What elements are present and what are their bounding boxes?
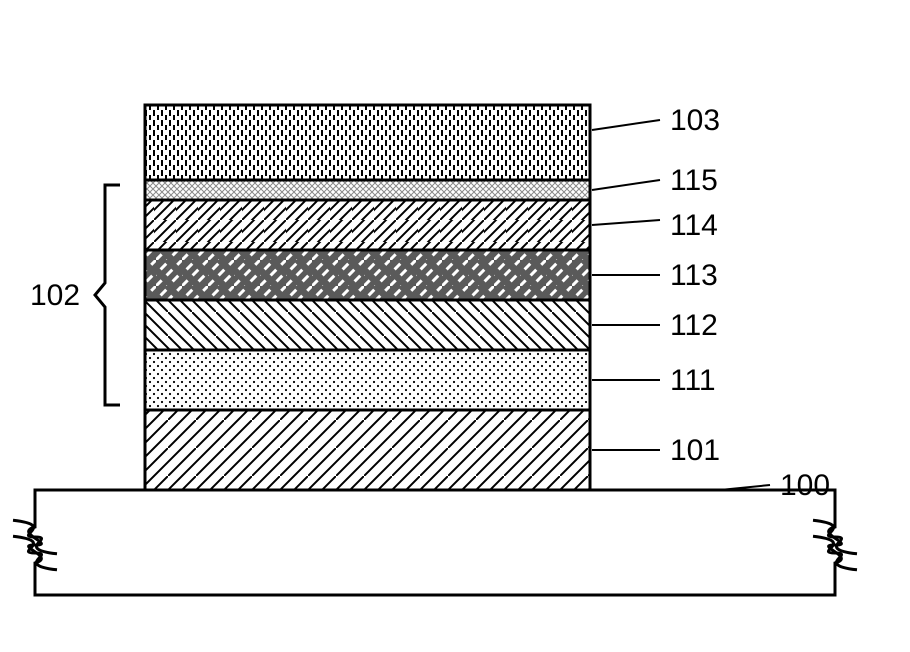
bracket-102	[95, 185, 120, 405]
layer-100-substrate	[29, 490, 842, 595]
layer-l111	[145, 350, 590, 410]
leader-l114	[592, 220, 660, 225]
layer-l115	[145, 180, 590, 200]
label-l103: 103	[670, 104, 720, 137]
label-substrate: 100	[780, 469, 830, 502]
leader-l115	[592, 180, 660, 190]
label-l112: 112	[670, 309, 718, 342]
label-l113: 113	[670, 259, 718, 292]
label-l114: 114	[670, 209, 718, 242]
layer-l112	[145, 300, 590, 350]
label-l115: 115	[670, 164, 718, 197]
label-l101: 101	[670, 434, 720, 467]
label-l111: 111	[670, 364, 716, 397]
layer-l114	[145, 200, 590, 250]
leader-l103	[592, 120, 660, 130]
layer-l103	[145, 105, 590, 180]
layer-l113	[145, 250, 590, 300]
layer-l101	[145, 410, 590, 490]
label-bracket: 102	[30, 279, 80, 312]
